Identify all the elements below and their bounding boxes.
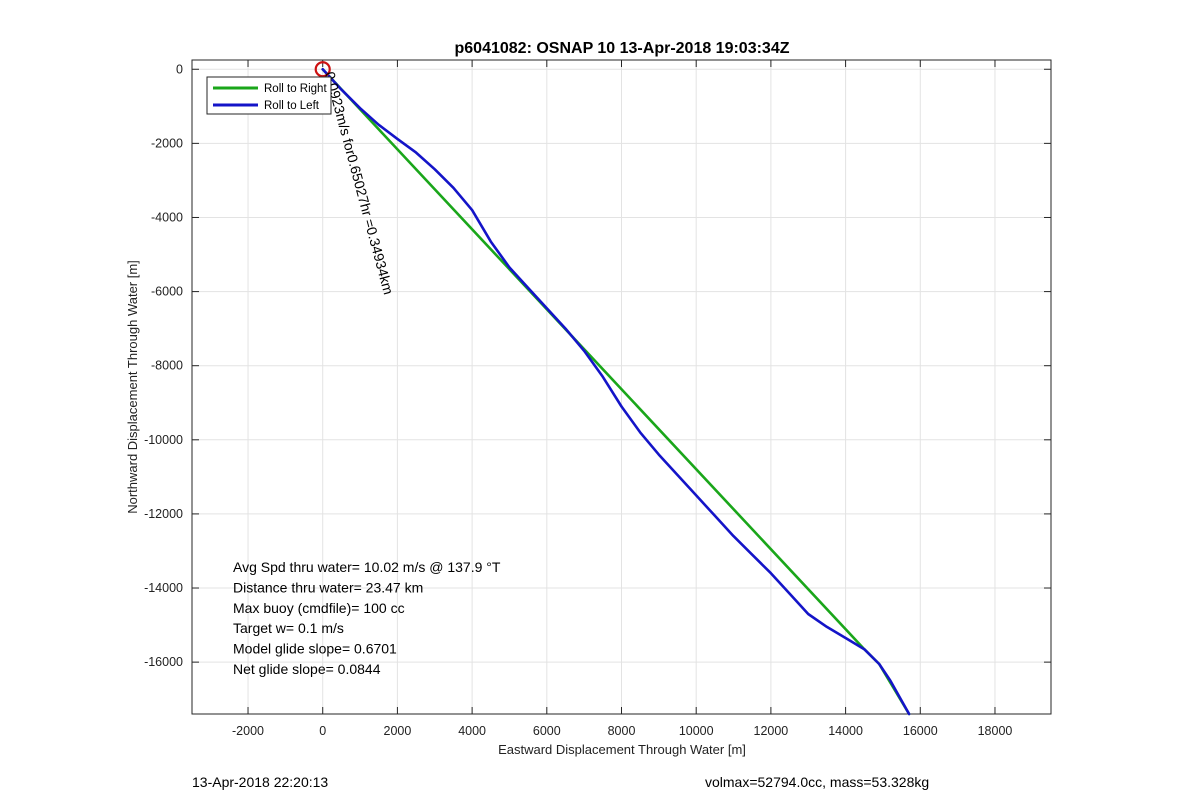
y-tick-label: -16000 [144, 655, 183, 669]
x-tick-label: 10000 [679, 724, 714, 738]
stats-note: Distance thru water= 23.47 km [233, 579, 423, 595]
x-tick-label: 2000 [384, 724, 412, 738]
stats-note: Target w= 0.1 m/s [233, 620, 344, 636]
legend-label: Roll to Left [264, 100, 320, 112]
stats-note: Net glide slope= 0.0844 [233, 661, 381, 677]
y-tick-label: -6000 [151, 285, 183, 299]
y-tick-label: 0 [176, 62, 183, 76]
stats-note: Model glide slope= 0.6701 [233, 641, 397, 657]
legend-label: Roll to Right [264, 83, 327, 95]
x-axis-label: Eastward Displacement Through Water [m] [498, 742, 746, 757]
grid [192, 60, 1051, 714]
y-tick-label: -14000 [144, 581, 183, 595]
y-tick-label: -4000 [151, 210, 183, 224]
x-tick-label: 16000 [903, 724, 938, 738]
y-tick-label: -10000 [144, 433, 183, 447]
y-tick-label: -8000 [151, 359, 183, 373]
series-layer [321, 68, 911, 716]
y-tick-label: -2000 [151, 136, 183, 150]
footer-summary: volmax=52794.0cc, mass=53.328kg [705, 774, 930, 790]
legend-box [206, 76, 332, 115]
x-tick-label: -2000 [232, 724, 264, 738]
x-tick-label: 14000 [828, 724, 863, 738]
footer-timestamp: 13-Apr-2018 22:20:13 [192, 774, 329, 790]
stats-note: Max buoy (cmdfile)= 100 cc [233, 600, 405, 616]
legend: Roll to Right Roll to Left [206, 76, 332, 115]
x-tick-label: 8000 [608, 724, 636, 738]
stats-note: Avg Spd thru water= 10.02 m/s @ 137.9 °T [233, 559, 501, 575]
stats-notes: Avg Spd thru water= 10.02 m/s @ 137.9 °T… [233, 559, 501, 677]
series-line-roll-to-right [321, 68, 911, 716]
start-marker [314, 61, 331, 78]
y-axis-label: Northward Displacement Through Water [m] [125, 260, 140, 514]
current-vector-label: 0.0923m/s for0.65027hr =0.34934km [322, 70, 397, 296]
x-tick-label: 4000 [458, 724, 486, 738]
x-tick-label: 6000 [533, 724, 561, 738]
y-tick-label: -12000 [144, 507, 183, 521]
x-tick-label: 12000 [754, 724, 789, 738]
series-line-roll-to-left [321, 68, 911, 716]
axis-ticks: -2000 0 2000 4000 6000 8000 10000 12000 14000 160… [144, 60, 1051, 738]
chart-title: p6041082: OSNAP 10 13-Apr-2018 19:03:34Z [455, 40, 790, 57]
x-tick-label: 18000 [978, 724, 1013, 738]
x-tick-label: 0 [319, 724, 326, 738]
